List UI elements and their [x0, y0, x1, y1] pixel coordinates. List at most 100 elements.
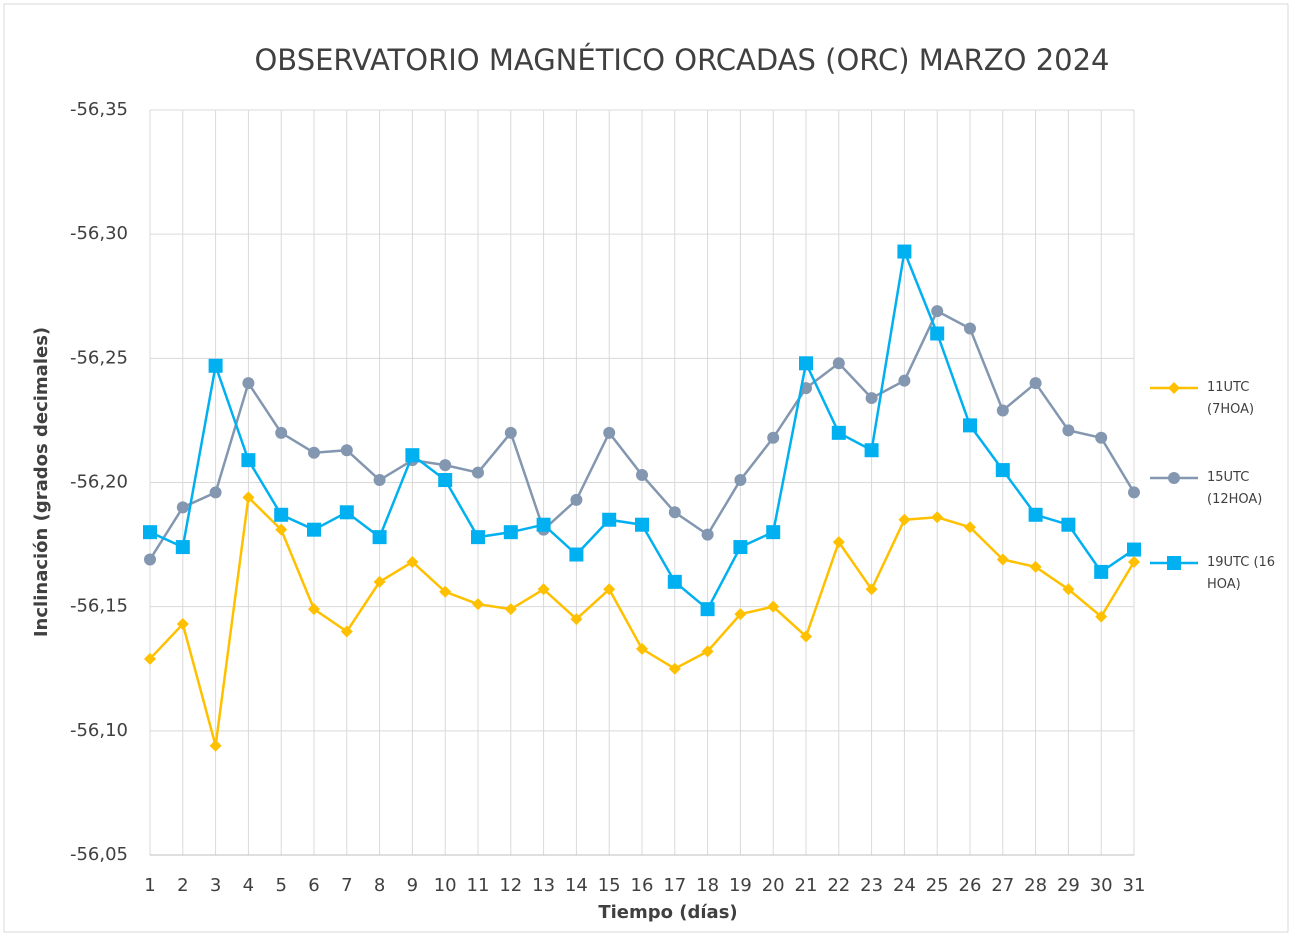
x-tick-label: 23: [860, 875, 883, 896]
marker: [931, 305, 944, 318]
marker: [1128, 555, 1140, 568]
marker: [406, 555, 419, 568]
x-tick-label: 12: [499, 875, 522, 896]
marker: [930, 326, 945, 341]
x-tick-label: 4: [243, 875, 254, 896]
marker: [668, 662, 681, 675]
marker: [504, 426, 517, 439]
marker: [832, 357, 845, 370]
x-tick-label: 20: [762, 875, 785, 896]
y-tick-label: -56,20: [70, 472, 128, 493]
marker: [767, 600, 780, 613]
marker: [503, 525, 518, 540]
y-tick-label: -56,25: [70, 347, 128, 368]
marker: [963, 418, 977, 433]
x-tick-label: 19: [729, 875, 752, 896]
marker: [537, 583, 550, 596]
x-tick-label: 3: [210, 875, 221, 896]
marker: [865, 392, 878, 405]
marker: [536, 517, 551, 532]
marker: [865, 583, 878, 596]
y-axis-label: Inclinación (grados decimales): [31, 327, 52, 637]
marker: [208, 358, 223, 373]
x-axis-label: Tiempo (días): [598, 902, 737, 923]
marker: [734, 474, 747, 487]
marker: [144, 553, 156, 566]
marker: [209, 486, 222, 499]
x-tick-label: 24: [893, 875, 916, 896]
marker: [143, 525, 157, 540]
marker: [734, 608, 747, 621]
marker: [472, 598, 484, 611]
marker: [1061, 517, 1076, 532]
marker: [405, 448, 420, 463]
marker: [636, 469, 648, 482]
marker: [1168, 382, 1180, 394]
x-tick-label: 26: [959, 875, 982, 896]
marker: [1168, 472, 1180, 484]
marker: [1127, 542, 1141, 557]
marker: [373, 474, 386, 487]
marker: [767, 431, 780, 444]
marker: [701, 645, 714, 658]
x-tick-label: 28: [1024, 875, 1047, 896]
chart-border: [3, 3, 1289, 933]
marker: [800, 630, 812, 643]
marker: [864, 443, 879, 458]
marker: [439, 585, 452, 598]
marker: [897, 244, 912, 259]
x-tick-label: 11: [467, 875, 490, 896]
marker: [964, 322, 976, 335]
marker: [964, 521, 976, 534]
marker: [570, 493, 583, 506]
marker: [570, 613, 583, 626]
y-tick-label: -56,30: [70, 223, 128, 244]
marker: [438, 473, 453, 488]
marker: [471, 530, 485, 545]
marker: [472, 466, 484, 479]
marker: [1029, 377, 1042, 390]
marker: [176, 618, 189, 631]
marker: [1128, 486, 1140, 499]
marker: [373, 575, 386, 588]
marker: [372, 530, 387, 545]
marker: [176, 501, 189, 514]
x-tick-label: 2: [177, 875, 188, 896]
y-tick-label: -56,05: [70, 844, 128, 865]
x-tick-label: 10: [434, 875, 457, 896]
marker: [209, 739, 222, 752]
legend-label: 19UTC (16 HOA): [1207, 555, 1276, 592]
x-tick-label: 25: [926, 875, 949, 896]
marker: [602, 512, 617, 527]
marker: [144, 652, 156, 665]
marker: [635, 517, 649, 532]
marker: [1062, 583, 1075, 596]
marker: [898, 513, 911, 526]
marker: [1095, 431, 1108, 444]
marker: [275, 426, 288, 439]
marker: [996, 553, 1009, 566]
marker: [668, 506, 681, 519]
legend-label: 15UTC (12HOA): [1207, 470, 1263, 507]
marker: [340, 625, 353, 638]
marker: [308, 603, 320, 616]
marker: [832, 536, 845, 549]
marker: [1094, 564, 1109, 579]
y-tick-label: -56,10: [70, 720, 128, 741]
marker: [242, 377, 255, 390]
x-tick-label: 15: [598, 875, 621, 896]
marker: [1167, 556, 1181, 570]
marker: [439, 459, 452, 472]
x-tick-label: 29: [1057, 875, 1080, 896]
x-tick-label: 27: [991, 875, 1014, 896]
marker: [1095, 610, 1108, 623]
marker: [1028, 507, 1043, 522]
marker: [175, 540, 190, 555]
marker: [701, 528, 714, 541]
x-tick-label: 21: [795, 875, 818, 896]
x-tick-label: 22: [827, 875, 850, 896]
legend-label: 11UTC (7HOA): [1207, 380, 1255, 417]
marker: [307, 522, 321, 537]
y-tick-label: -56,35: [70, 99, 128, 120]
